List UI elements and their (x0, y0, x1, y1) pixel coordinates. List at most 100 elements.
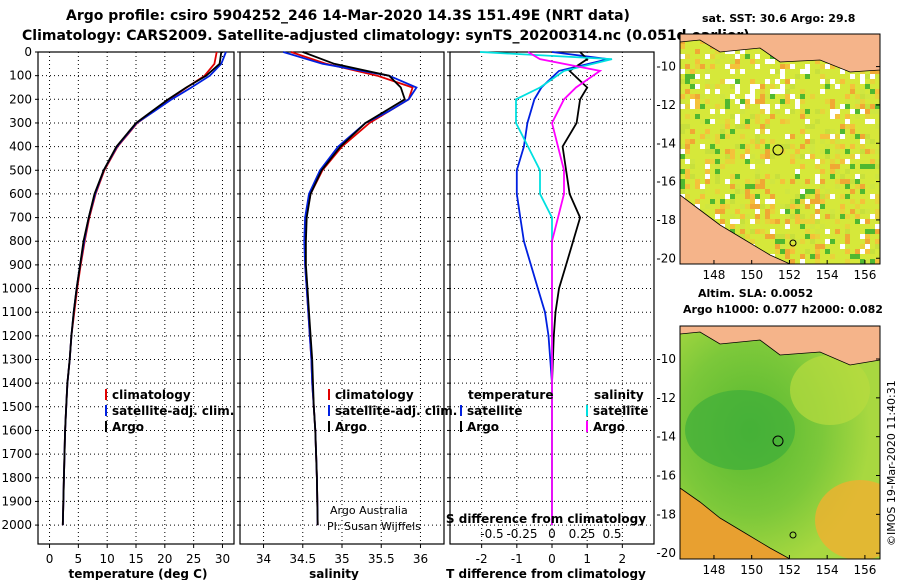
sst-cell (765, 209, 770, 214)
sst-cell (850, 129, 855, 134)
sst-cell (805, 194, 810, 199)
sst-cell (755, 139, 760, 144)
legend-label-satellite: satellite-adj. clim. (335, 404, 457, 418)
y-tick-label: 1700 (1, 447, 32, 461)
sst-cell (835, 229, 840, 234)
sst-cell (810, 94, 815, 99)
sst-cell (815, 234, 820, 239)
sst-cell (800, 194, 805, 199)
sst-cell (770, 199, 775, 204)
sst-cell (825, 129, 830, 134)
sst-cell (795, 104, 800, 109)
map-y-tick-label: -14 (656, 136, 676, 150)
sst-cell (840, 204, 845, 209)
sst-cell (770, 84, 775, 89)
sst-cell (865, 234, 870, 239)
sst-cell (770, 204, 775, 209)
sst-cell (805, 64, 810, 69)
map-x-tick-label: 152 (778, 563, 801, 577)
map-x-tick-label: 154 (816, 268, 839, 282)
sst-cell (840, 244, 845, 249)
sst-cell (830, 114, 835, 119)
sst-cell (830, 129, 835, 134)
legend-label-t-satellite: satellite (467, 404, 522, 418)
sst-cell (755, 144, 760, 149)
sst-cell (795, 74, 800, 79)
sst-cell (735, 114, 740, 119)
sst-cell (740, 134, 745, 139)
sst-cell (800, 89, 805, 94)
sst-cell (830, 64, 835, 69)
sst-cell (850, 209, 855, 214)
map-x-tick-label: 154 (816, 563, 839, 577)
sst-cell (800, 214, 805, 219)
sst-cell (755, 219, 760, 224)
sst-cell (865, 74, 870, 79)
sst-cell (870, 159, 875, 164)
sst-cell (835, 114, 840, 119)
sla-high-region (790, 355, 870, 425)
temperature-xlabel: temperature (deg C) (69, 567, 208, 580)
sst-cell (790, 179, 795, 184)
sst-cell (800, 99, 805, 104)
sst-cell (735, 209, 740, 214)
legend-label-t-argo: Argo (467, 420, 499, 434)
sst-cell (870, 194, 875, 199)
sst-cell (685, 79, 690, 84)
sst-cell (870, 164, 875, 169)
legend-title-salinity: salinity (594, 388, 644, 402)
sst-cell (730, 79, 735, 84)
sst-cell (695, 49, 700, 54)
sst-cell (820, 184, 825, 189)
sst-cell (780, 84, 785, 89)
sst-cell (860, 89, 865, 94)
sst-cell (695, 59, 700, 64)
sst-cell (785, 224, 790, 229)
y-tick-label: 1200 (1, 329, 32, 343)
sst-cell (820, 64, 825, 69)
sst-cell (710, 119, 715, 124)
sst-cell (810, 179, 815, 184)
sst-cell (865, 244, 870, 249)
sst-cell (715, 189, 720, 194)
sst-cell (860, 109, 865, 114)
map-x-tick-label: 148 (703, 563, 726, 577)
sst-cell (755, 54, 760, 59)
sst-cell (715, 209, 720, 214)
sst-cell (845, 244, 850, 249)
argo-position-marker (772, 435, 784, 447)
sst-cell (730, 214, 735, 219)
sst-cell (755, 64, 760, 69)
sst-cell (720, 129, 725, 134)
sst-cell (750, 139, 755, 144)
sst-cell (790, 249, 795, 254)
annotation-argo-australia: Argo Australia (330, 504, 408, 517)
sst-cell (715, 134, 720, 139)
sst-cell (860, 189, 865, 194)
sst-cell (785, 99, 790, 104)
sla-map-frame (679, 325, 881, 560)
map-y-tick-label: -20 (656, 546, 676, 560)
sst-cell (855, 219, 860, 224)
sst-cell (725, 119, 730, 124)
sst-cell (775, 239, 780, 244)
sst-cell (800, 164, 805, 169)
sst-cell (705, 174, 710, 179)
sst-cell (695, 99, 700, 104)
title-line-1: Argo profile: csiro 5904252_246 14-Mar-2… (66, 8, 630, 24)
sst-cell (680, 69, 685, 74)
sst-cell (685, 169, 690, 174)
sst-cell (715, 89, 720, 94)
sst-cell (785, 64, 790, 69)
sst-cell (845, 124, 850, 129)
sst-cell (790, 79, 795, 84)
sst-cell (820, 149, 825, 154)
sst-cell (680, 169, 685, 174)
sst-cell (830, 159, 835, 164)
sla-map-title: Altim. SLA: 0.0052 (698, 287, 813, 300)
sst-cell (720, 164, 725, 169)
sst-cell (680, 154, 685, 159)
sst-cell (790, 134, 795, 139)
sst-cell (825, 144, 830, 149)
sst-cell (745, 99, 750, 104)
